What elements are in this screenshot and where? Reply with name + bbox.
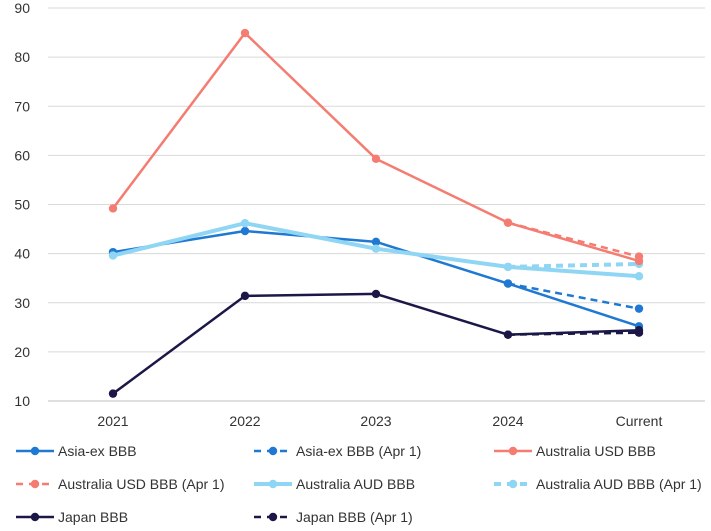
- data-point: [108, 389, 118, 398]
- x-tick-label: 2024: [492, 413, 523, 429]
- legend-label: Australia AUD BBB (Apr 1): [536, 476, 702, 492]
- y-tick-label: 60: [14, 147, 30, 163]
- y-tick-label: 50: [14, 197, 30, 213]
- legend-item: Australia USD BBB: [494, 443, 656, 459]
- series-australia-aud-bbb: [108, 218, 644, 281]
- x-tick-label: 2023: [360, 413, 391, 429]
- series-line: [507, 221, 640, 258]
- data-point: [240, 28, 250, 38]
- legend-label: Australia USD BBB (Apr 1): [58, 476, 225, 492]
- legend-item: Australia USD BBB (Apr 1): [16, 476, 225, 492]
- series-line: [111, 292, 641, 395]
- legend-swatch-marker: [30, 512, 40, 522]
- legend: Asia-ex BBB Asia-ex BBB (Apr 1) Australia …: [16, 443, 702, 525]
- series-japan-bbb: [108, 289, 644, 398]
- data-point: [634, 304, 644, 313]
- legend-item: Australia AUD BBB (Apr 1): [494, 476, 702, 492]
- data-point: [371, 244, 381, 253]
- legend-swatch-marker: [508, 479, 518, 489]
- series-australia-usd-bbb-apr-1: [503, 218, 644, 261]
- y-tick-label: 30: [14, 295, 30, 311]
- y-tick-label: 90: [14, 0, 30, 16]
- y-tick-label: 10: [14, 393, 30, 409]
- legend-item: Asia-ex BBB: [16, 443, 137, 459]
- legend-item: Asia-ex BBB (Apr 1): [254, 443, 421, 459]
- data-point: [371, 154, 381, 164]
- legend-swatch-marker: [30, 446, 40, 456]
- y-axis: 10 20 30 40 50 60 70 80 90: [14, 0, 30, 409]
- data-point: [503, 262, 513, 272]
- data-point: [634, 256, 644, 266]
- series-line: [111, 31, 641, 263]
- legend-label: Australia USD BBB: [536, 443, 656, 459]
- data-point: [371, 237, 381, 247]
- y-tick-label: 80: [14, 49, 30, 65]
- data-point: [108, 251, 118, 260]
- legend-label: Asia-ex BBB: [58, 443, 137, 459]
- legend-item: Japan BBB: [16, 509, 128, 525]
- legend-swatch-marker: [268, 446, 278, 456]
- data-point: [240, 226, 250, 236]
- data-point: [503, 218, 513, 227]
- legend-swatch-marker: [30, 479, 40, 489]
- x-tick-label: Current: [616, 413, 663, 429]
- legend-swatch-marker: [268, 479, 278, 489]
- legend-label: Asia-ex BBB (Apr 1): [296, 443, 421, 459]
- data-point: [634, 272, 644, 281]
- y-tick-label: 40: [14, 246, 30, 262]
- data-point: [634, 326, 644, 335]
- x-axis: 2021 2022 2023 2024 Current: [48, 400, 705, 429]
- legend-swatch-marker: [508, 446, 518, 456]
- data-point: [108, 204, 118, 213]
- data-point: [371, 289, 381, 299]
- legend-label: Australia AUD BBB: [296, 476, 415, 492]
- x-tick-label: 2021: [97, 413, 128, 429]
- legend-swatch-marker: [268, 512, 278, 522]
- series-group: [108, 28, 644, 398]
- gridlines: [48, 7, 705, 402]
- series-asia-ex-bbb-apr-1: [503, 279, 644, 313]
- series-line: [507, 282, 640, 310]
- data-point: [240, 291, 250, 301]
- x-tick-label: 2022: [229, 413, 260, 429]
- legend-item: Australia AUD BBB: [254, 476, 415, 492]
- legend-item: Japan BBB (Apr 1): [254, 509, 413, 525]
- legend-label: Japan BBB (Apr 1): [296, 509, 413, 525]
- y-tick-label: 20: [14, 344, 30, 360]
- legend-label: Japan BBB: [58, 509, 128, 525]
- y-tick-label: 70: [14, 98, 30, 114]
- series-asia-ex-bbb: [108, 226, 644, 331]
- series-line: [507, 261, 640, 269]
- series-australia-usd-bbb: [108, 28, 644, 266]
- data-point: [503, 279, 513, 288]
- data-point: [503, 330, 513, 339]
- data-point: [240, 218, 250, 228]
